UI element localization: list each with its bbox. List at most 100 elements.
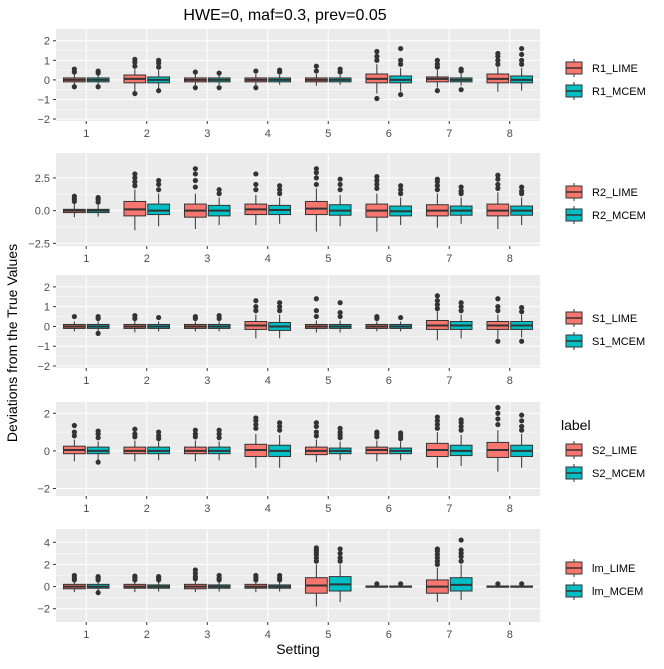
outlier-point (313, 175, 319, 181)
x-tick-label: 2 (144, 629, 150, 641)
outlier-point (156, 187, 162, 193)
x-tick-label: 1 (83, 128, 89, 140)
outlier-point (132, 171, 138, 177)
box-R2_LIME-setting-5 (304, 166, 328, 232)
outlier-point (277, 304, 283, 310)
outlier-point (313, 170, 319, 176)
box-R1_LIME-setting-4 (244, 68, 268, 91)
outlier-point (337, 546, 343, 552)
y-tick-label: 0 (44, 446, 50, 458)
box-S1_LIME-setting-1 (62, 313, 86, 332)
outlier-point (216, 435, 222, 441)
x-tick-label: 3 (204, 253, 210, 265)
outlier-point (495, 181, 501, 188)
legend-label: S2_LIME (592, 445, 637, 457)
box-S2_LIME-setting-8 (486, 405, 510, 472)
outlier-point (374, 95, 380, 102)
outlier-point (277, 183, 283, 189)
x-tick-label: 2 (144, 503, 150, 515)
outlier-point (398, 187, 404, 193)
box-S1_LIME-setting-5 (304, 296, 328, 333)
outlier-point (434, 187, 440, 193)
outlier-point (132, 63, 138, 69)
x-tick-label: 7 (446, 128, 452, 140)
box-lm_LIME-setting-2 (123, 573, 147, 593)
outlier-point (434, 546, 440, 552)
outlier-point (253, 308, 259, 314)
outlier-point (519, 188, 525, 194)
outlier-point (337, 66, 343, 72)
outlier-point (216, 187, 222, 193)
x-tick-label: 5 (325, 253, 331, 265)
outlier-point (519, 581, 525, 587)
outlier-point (192, 567, 198, 573)
box-lm_LIME-setting-5 (304, 545, 328, 607)
x-tick-label: 2 (144, 253, 150, 265)
box-R1_MCEM-setting-1 (86, 68, 110, 90)
box-R2_MCEM-setting-5 (328, 176, 352, 227)
outlier-point (458, 537, 464, 543)
outlier-point (495, 308, 501, 314)
outlier-point (458, 558, 464, 564)
legend-R2: R2_LIME R2_MCEM (565, 183, 646, 224)
outlier-point (277, 572, 283, 579)
outlier-point (156, 64, 162, 70)
outlier-point (434, 61, 440, 67)
outlier-point (132, 431, 138, 437)
box-R1_MCEM-setting-5 (328, 66, 352, 85)
box-lm_LIME-setting-7 (425, 546, 449, 603)
box-S2_LIME-setting-6 (365, 429, 389, 462)
x-tick-label: 5 (325, 375, 331, 387)
outlier-point (313, 423, 319, 430)
box-R1_MCEM-setting-8 (510, 45, 534, 91)
outlier-point (277, 427, 283, 433)
box-lm_MCEM-setting-7 (449, 537, 473, 600)
x-tick-label: 6 (386, 503, 392, 515)
box-S2_LIME-setting-3 (183, 427, 207, 462)
outlier-point (313, 433, 319, 439)
x-axis-label: Setting (276, 641, 320, 657)
outlier-point (216, 572, 222, 579)
outlier-point (495, 304, 501, 310)
x-tick-label: 2 (144, 375, 150, 387)
box-lm_MCEM-setting-6 (389, 581, 413, 588)
outlier-point (277, 187, 283, 193)
outlier-point (253, 187, 259, 193)
outlier-point (71, 429, 77, 435)
x-tick-label: 6 (386, 375, 392, 387)
x-tick-label: 1 (83, 629, 89, 641)
panel-R1: −2 −1 0 1 2 1 2 3 4 5 6 7 8 R1_LIME R1_MCEM (37, 29, 646, 140)
x-tick-label: 1 (83, 375, 89, 387)
outlier-point (495, 410, 501, 416)
box-S1_MCEM-setting-2 (147, 314, 171, 332)
outlier-point (156, 57, 162, 63)
outlier-point (277, 191, 283, 197)
outlier-point (495, 421, 501, 428)
box-lm_LIME-setting-1 (62, 572, 86, 593)
box-S1_LIME-setting-2 (123, 312, 147, 333)
outlier-point (277, 423, 283, 430)
box-S1_MCEM-setting-5 (328, 300, 352, 333)
outlier-point (495, 176, 501, 182)
box-lm_LIME-setting-3 (183, 567, 207, 593)
outlier-point (458, 188, 464, 194)
outlier-point (398, 581, 404, 587)
outlier-point (253, 425, 259, 431)
y-axis-label: Deviations from the True Values (4, 244, 20, 442)
outlier-point (519, 45, 525, 52)
outlier-point (458, 308, 464, 314)
box-R1_LIME-setting-8 (486, 50, 510, 92)
y-tick-label: 0 (44, 321, 50, 333)
outlier-point (495, 185, 501, 191)
outlier-point (519, 338, 525, 344)
box-S1_MCEM-setting-3 (207, 312, 231, 332)
outlier-point (95, 68, 101, 74)
outlier-point (519, 61, 525, 67)
outlier-point (374, 581, 380, 587)
outlier-point (337, 181, 343, 188)
outlier-point (434, 421, 440, 428)
outlier-point (458, 304, 464, 310)
box-S2_LIME-setting-4 (244, 415, 268, 468)
box-R2_LIME-setting-1 (62, 193, 86, 218)
outlier-point (374, 429, 380, 435)
